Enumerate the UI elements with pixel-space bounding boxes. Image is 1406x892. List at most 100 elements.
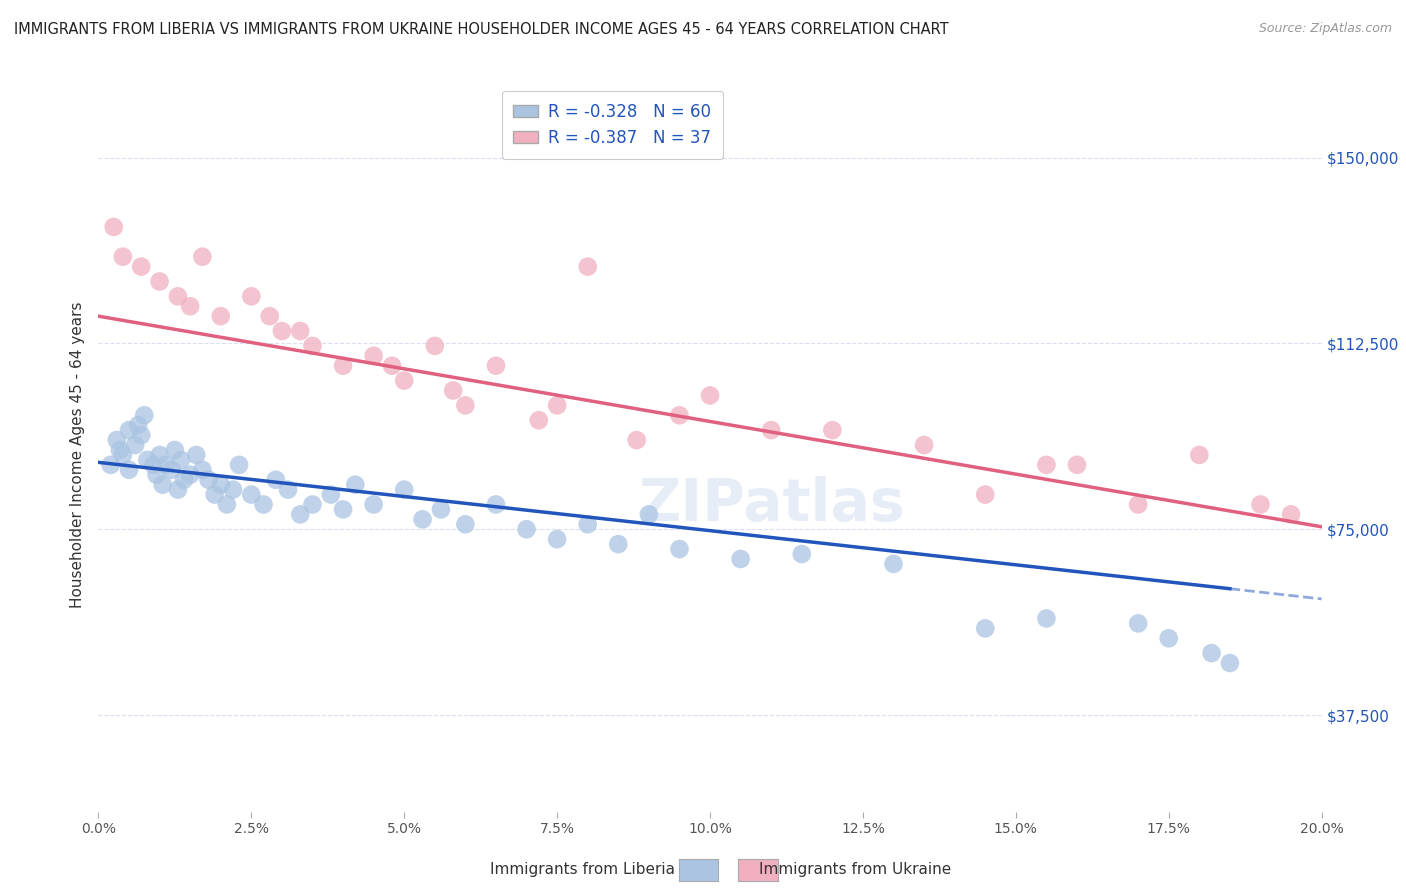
Point [100,458,122,472]
Point [290,324,312,338]
Point [179,467,201,482]
Text: Immigrants from Ukraine: Immigrants from Ukraine [759,863,952,877]
Point [111,250,134,264]
Point [179,299,201,313]
Point [912,438,935,452]
Point [155,458,177,472]
Point [129,260,152,274]
Point [454,517,477,532]
Point [576,260,599,274]
Point [160,463,183,477]
Point [277,483,299,497]
Point [607,537,630,551]
Point [1128,498,1150,512]
Point [108,442,131,457]
Point [1219,656,1241,670]
Point [454,398,477,412]
Point [1035,611,1057,625]
Point [668,542,690,557]
Point [105,433,128,447]
Point [167,289,190,303]
Point [441,384,464,398]
Point [173,473,195,487]
Point [118,463,141,477]
Point [136,453,159,467]
Y-axis label: Householder Income Ages 45 - 64 years: Householder Income Ages 45 - 64 years [70,301,86,608]
Point [626,433,648,447]
Point [103,219,125,234]
Point [301,339,323,353]
Point [149,275,172,289]
Point [124,438,146,452]
Point [252,498,274,512]
Point [167,483,190,497]
Text: IMMIGRANTS FROM LIBERIA VS IMMIGRANTS FROM UKRAINE HOUSEHOLDER INCOME AGES 45 - : IMMIGRANTS FROM LIBERIA VS IMMIGRANTS FR… [14,22,949,37]
Point [485,359,508,373]
Point [145,467,167,482]
Point [527,413,550,427]
Point [228,458,250,472]
Point [730,552,752,566]
Point [129,428,152,442]
Text: ZIPatlas: ZIPatlas [638,476,904,533]
Point [319,487,342,501]
Point [301,498,323,512]
Legend: R = -0.328   N = 60, R = -0.387   N = 37: R = -0.328 N = 60, R = -0.387 N = 37 [502,91,723,159]
Point [363,498,385,512]
Point [699,388,721,402]
Point [152,477,174,491]
Point [191,250,214,264]
Point [149,448,172,462]
Point [209,309,232,323]
Text: Source: ZipAtlas.com: Source: ZipAtlas.com [1258,22,1392,36]
Point [974,487,997,501]
Point [392,483,416,497]
Point [332,502,354,516]
Point [1201,646,1223,660]
Point [1279,508,1302,522]
Point [821,423,844,437]
Point [392,374,416,388]
Point [197,473,219,487]
Point [1250,498,1272,512]
Point [381,359,404,373]
Point [290,508,312,522]
Point [423,339,446,353]
Point [186,448,208,462]
Point [111,448,134,462]
Point [240,289,263,303]
Point [790,547,813,561]
Point [516,522,538,536]
Point [1128,616,1150,631]
Point [430,502,453,516]
Point [264,473,287,487]
Point [761,423,783,437]
Point [259,309,281,323]
Point [204,487,226,501]
Point [191,463,214,477]
Point [883,557,905,571]
Point [118,423,141,437]
Point [127,418,149,433]
Text: Immigrants from Liberia: Immigrants from Liberia [489,863,675,877]
Point [163,442,186,457]
Point [1035,458,1057,472]
Point [1188,448,1211,462]
Point [1066,458,1088,472]
Point [1157,632,1180,646]
Point [363,349,385,363]
Point [576,517,599,532]
Point [215,498,238,512]
Point [412,512,434,526]
Point [485,498,508,512]
Point [270,324,294,338]
Point [170,453,193,467]
Point [668,409,690,423]
Point [142,458,165,472]
Point [134,409,156,423]
Point [546,532,568,546]
Point [974,621,997,635]
Point [344,477,367,491]
Point [240,487,263,501]
Point [222,483,245,497]
